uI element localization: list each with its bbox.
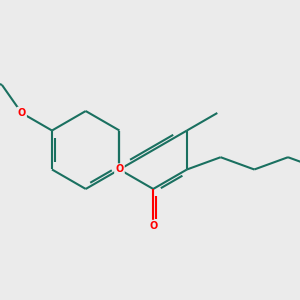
Text: O: O (149, 221, 157, 231)
Text: O: O (17, 108, 26, 118)
Text: O: O (115, 164, 124, 175)
